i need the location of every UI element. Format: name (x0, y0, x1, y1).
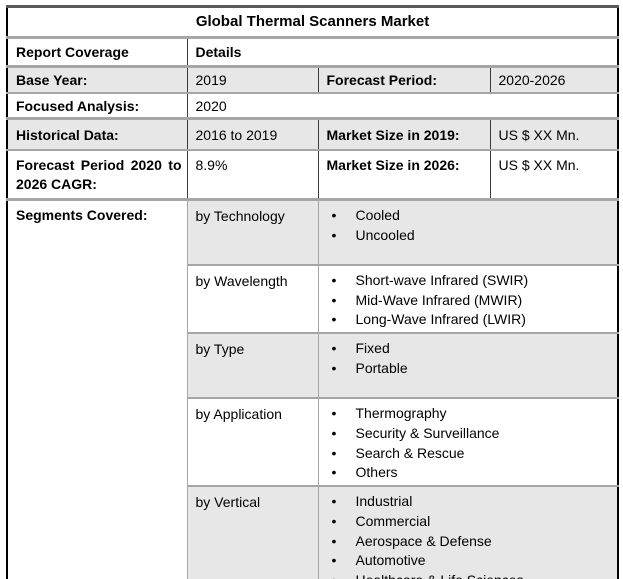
bullet-list: Fixed Portable (319, 337, 618, 379)
bullet-item: Mid-Wave Infrared (MWIR) (332, 291, 618, 311)
row-label: Forecast Period: (317, 66, 490, 94)
segment-group-items: Short-wave Infrared (SWIR) Mid-Wave Infr… (317, 265, 619, 335)
segment-group-name: by Technology (186, 199, 318, 266)
segment-group-items: Thermography Security & Surveillance Sea… (317, 398, 619, 488)
segments-covered-label: Segments Covered: (7, 199, 187, 579)
bullet-item: Long-Wave Infrared (LWIR) (332, 310, 618, 330)
bullet-item: Industrial (332, 492, 618, 512)
segment-group-name: by Type (186, 333, 318, 400)
table-row: by Vertical Industrial Commercial Aerosp… (7, 486, 619, 579)
bullet-item: Healthcare & Life Sciences (332, 571, 618, 579)
table-row: Global Thermal Scanners Market (7, 6, 619, 39)
table-row: Report Coverage Details (7, 37, 619, 68)
bullet-item: Cooled (332, 206, 618, 226)
segment-group-items: Cooled Uncooled (317, 199, 619, 266)
row-label: Forecast Period 2020 to 2026 CAGR: (7, 150, 187, 201)
row-value: 8.9% (186, 150, 318, 201)
row-label: Focused Analysis: (7, 93, 187, 120)
table-row: by Type Fixed Portable (7, 333, 619, 400)
row-label: Market Size in 2019: (317, 118, 490, 151)
table-row: Focused Analysis: 2020 (7, 93, 619, 120)
bullet-item: Aerospace & Defense (332, 532, 618, 552)
table-row: Forecast Period 2020 to 2026 CAGR: 8.9% … (7, 150, 619, 201)
segment-group-name: by Vertical (186, 486, 318, 579)
table-row: by Wavelength Short-wave Infrared (SWIR)… (7, 265, 619, 335)
row-value: US $ XX Mn. (489, 118, 619, 151)
row-value: 2019 (186, 66, 318, 94)
bullet-item: Portable (332, 359, 618, 379)
segment-group-items: Fixed Portable (317, 333, 619, 400)
bullet-item: Security & Surveillance (332, 424, 618, 444)
bullet-item: Thermography (332, 404, 618, 424)
row-label: Historical Data: (7, 118, 187, 151)
bullet-item: Commercial (332, 512, 618, 532)
market-report-table: Global Thermal Scanners Market Report Co… (6, 5, 620, 579)
bullet-item: Search & Rescue (332, 444, 618, 464)
row-label: Base Year: (7, 66, 187, 94)
segment-group-name: by Application (186, 398, 318, 488)
segment-group-items: Industrial Commercial Aerospace & Defens… (317, 486, 619, 579)
bullet-list: Thermography Security & Surveillance Sea… (319, 402, 618, 483)
bullet-item: Fixed (332, 339, 618, 359)
header-report-coverage: Report Coverage (7, 37, 187, 68)
bullet-item: Uncooled (332, 226, 618, 246)
table-row: by Application Thermography Security & S… (7, 398, 619, 488)
table-row: Base Year: 2019 Forecast Period: 2020-20… (7, 66, 619, 94)
bullet-list: Industrial Commercial Aerospace & Defens… (319, 490, 618, 579)
row-label: Market Size in 2026: (317, 150, 490, 201)
bullet-list: Cooled Uncooled (319, 204, 618, 246)
bullet-item: Others (332, 463, 618, 483)
table-row: Segments Covered: by Technology Cooled U… (7, 199, 619, 579)
row-value: US $ XX Mn. (489, 150, 619, 201)
table-title: Global Thermal Scanners Market (7, 6, 619, 39)
bullet-list: Short-wave Infrared (SWIR) Mid-Wave Infr… (319, 269, 618, 330)
row-value: 2020 (186, 93, 619, 120)
bullet-item: Automotive (332, 551, 618, 571)
segment-group-name: by Wavelength (186, 265, 318, 335)
header-details: Details (186, 37, 619, 68)
bullet-item: Short-wave Infrared (SWIR) (332, 271, 618, 291)
row-value: 2020-2026 (489, 66, 619, 94)
table-row: Historical Data: 2016 to 2019 Market Siz… (7, 118, 619, 151)
row-value: 2016 to 2019 (186, 118, 318, 151)
